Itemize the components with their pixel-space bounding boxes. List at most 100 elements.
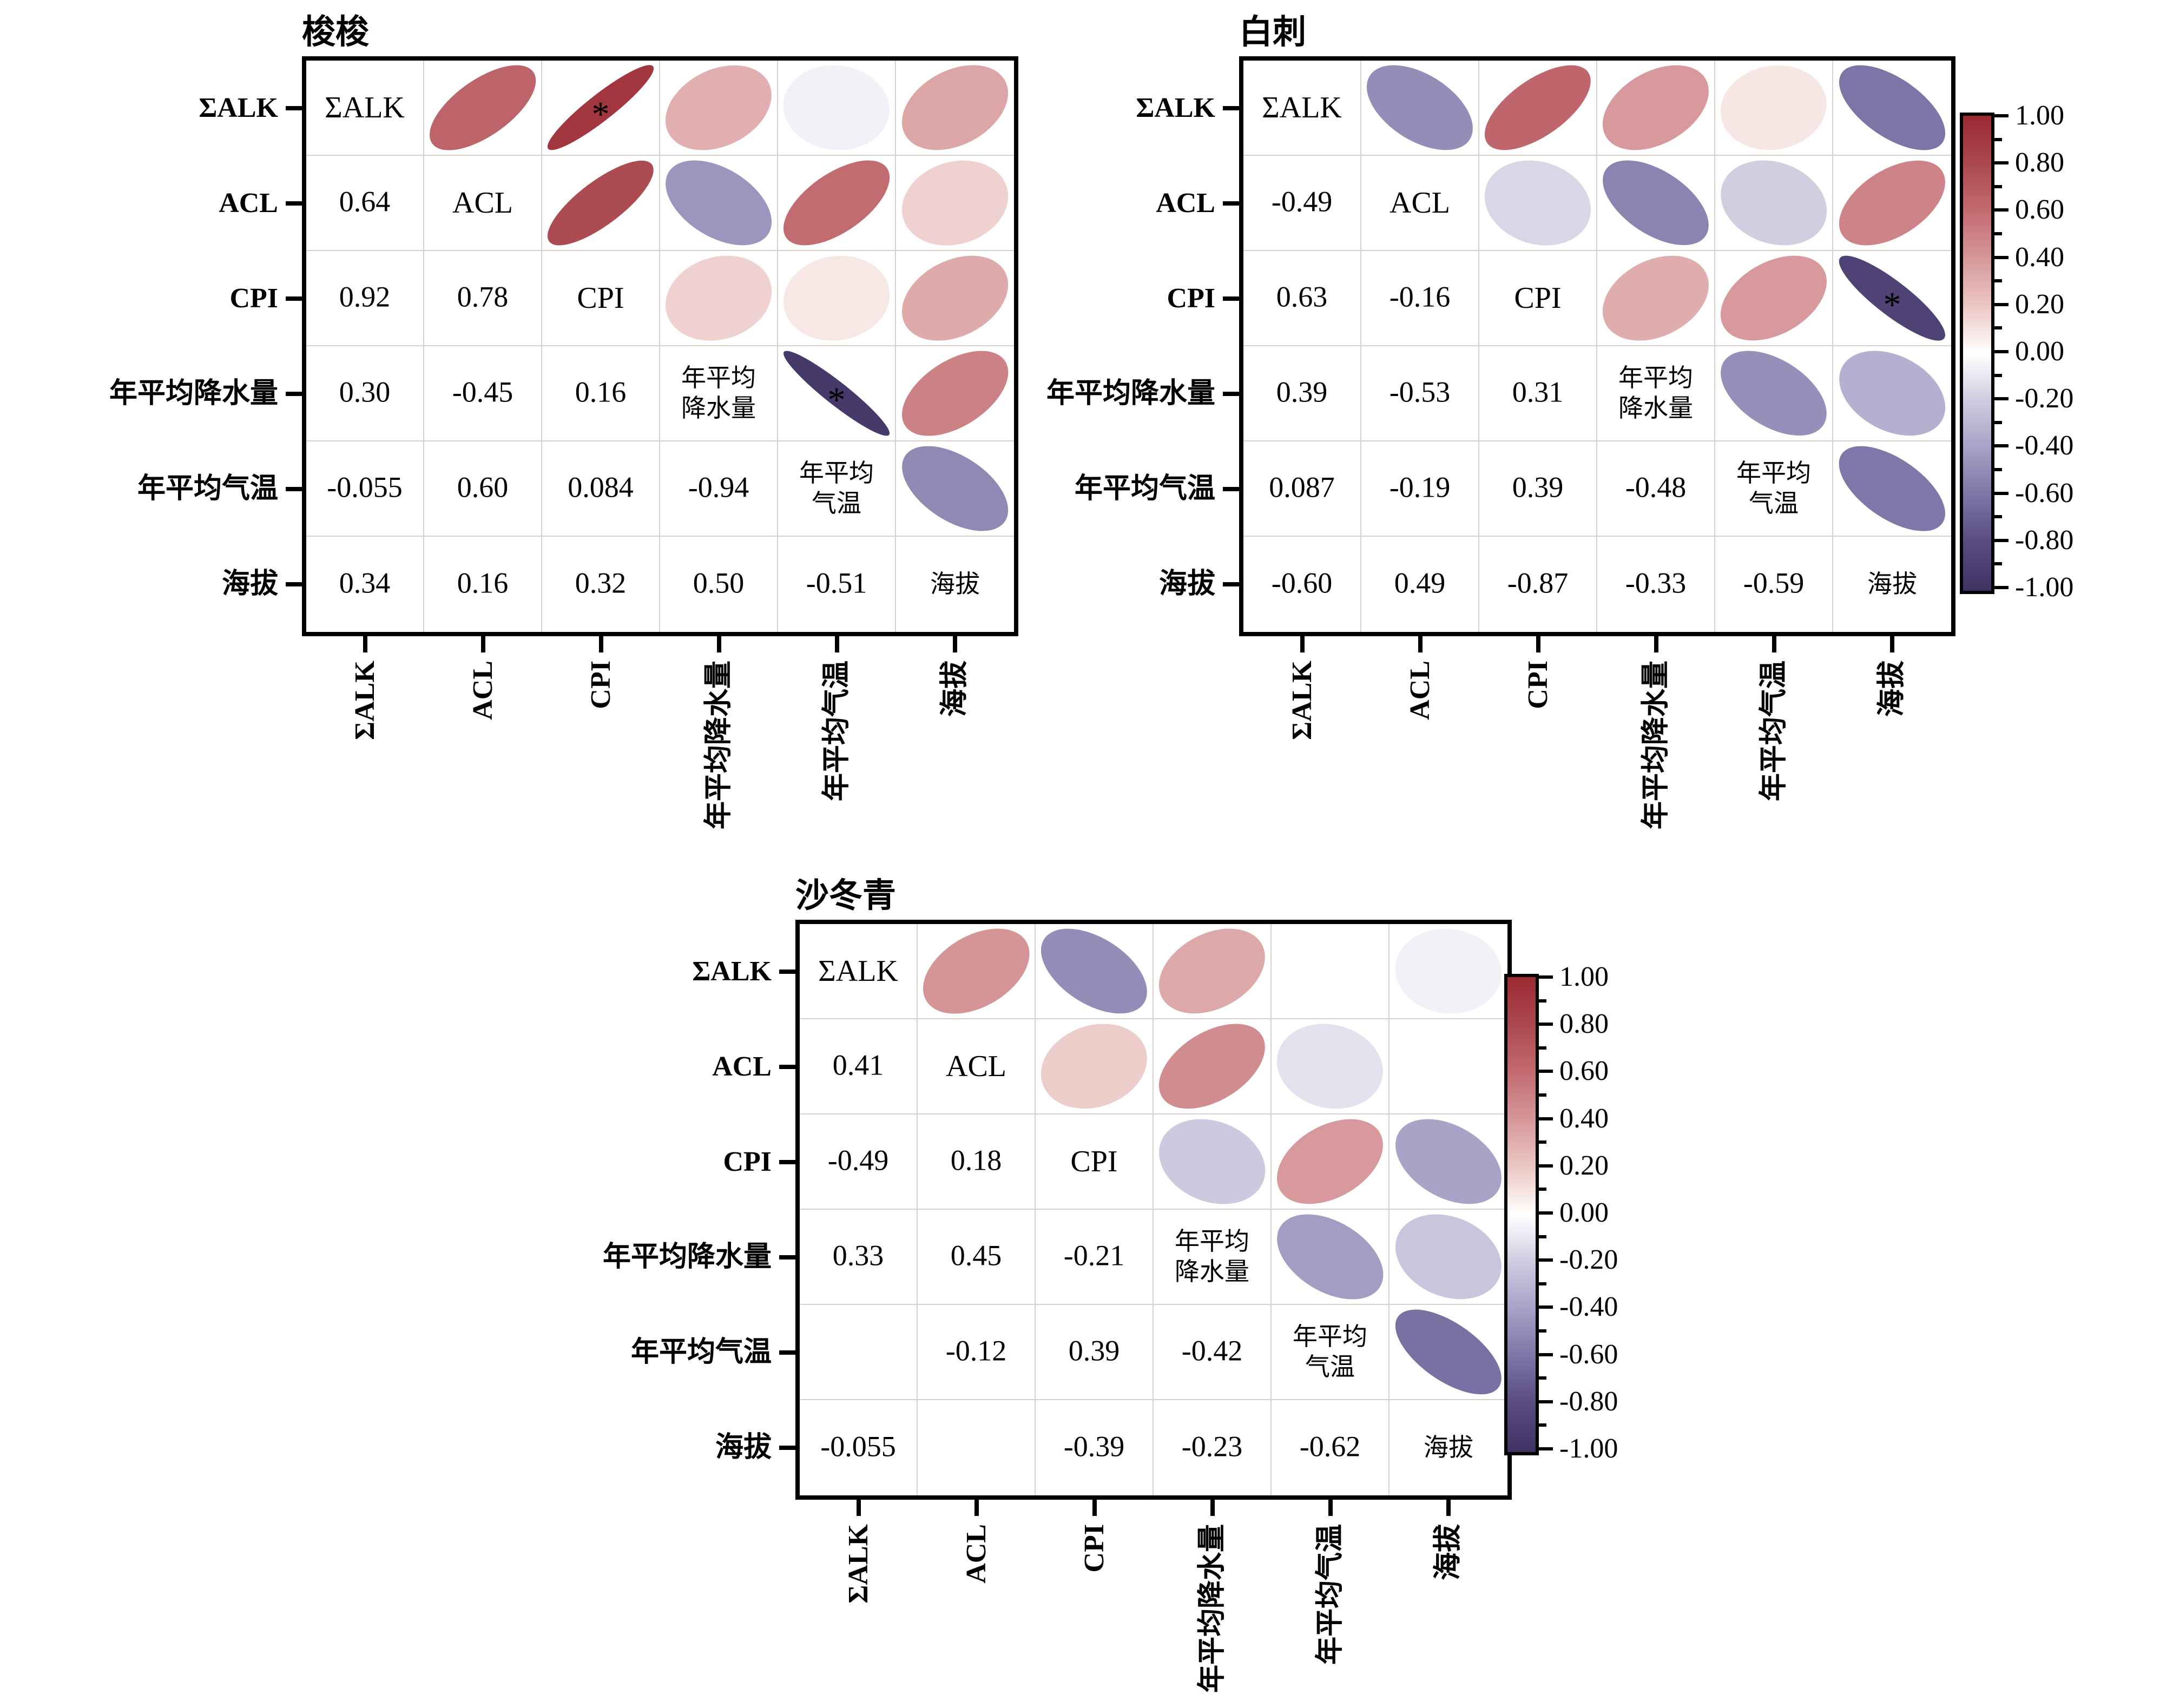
colorbar-tick	[1994, 491, 2009, 495]
correlation-value: 0.084	[568, 471, 634, 504]
correlation-ellipse	[1373, 911, 1524, 1031]
matrix-cell	[1463, 143, 1613, 263]
correlation-ellipse	[1378, 1295, 1519, 1409]
axis-tick	[1210, 1500, 1215, 1516]
matrix: ΣALK * 0.64 ACL 0.92 0.78 CPI 0.30 -0.45 0.16 年平均降…	[302, 48, 1030, 636]
matrix-cell	[643, 238, 794, 358]
axis-tick	[286, 106, 302, 110]
axis-tick	[286, 582, 302, 586]
matrix-cell: 0.64	[306, 156, 424, 251]
colorbar-tick-label: -1.00	[2015, 572, 2074, 603]
correlation-value: -0.23	[1181, 1430, 1243, 1463]
colorbar-tick	[1994, 373, 2002, 377]
matrix-cell	[1582, 239, 1730, 358]
colorbar-tick-label: 0.60	[1559, 1056, 1609, 1087]
matrix-cell: 0.32	[542, 537, 660, 632]
colorbar-tick	[1539, 1423, 1546, 1427]
colorbar-tick	[1994, 326, 2002, 330]
column-label: CPI	[1523, 661, 1553, 709]
column-label: ΣALK	[350, 661, 380, 740]
matrix-cell: 年平均 降水量	[660, 346, 778, 441]
column-label: ACL	[1405, 661, 1436, 720]
matrix-cell: -0.53	[1361, 346, 1479, 441]
column-label: 海拔	[939, 661, 970, 717]
colorbar-tick	[1539, 1140, 1546, 1144]
axis-tick	[286, 392, 302, 396]
matrix-cell	[761, 48, 912, 168]
matrix-cell: *	[538, 57, 663, 158]
correlation-ellipse	[1347, 49, 1493, 166]
matrix-cell: 年平均 气温	[778, 441, 896, 537]
axis-tick	[481, 636, 485, 652]
correlation-value: 0.16	[575, 375, 627, 408]
correlation-value: 0.34	[339, 566, 391, 599]
correlation-value: -0.94	[688, 471, 749, 504]
matrix-cell	[1467, 51, 1609, 164]
correlation-value: -0.49	[827, 1144, 889, 1177]
colorbar-tick	[1539, 1211, 1553, 1215]
row-label: 海拔	[1158, 569, 1215, 599]
correlation-ellipse	[1821, 50, 1964, 165]
colorbar-tick-label: -0.40	[1559, 1291, 1618, 1323]
matrix-cell: 海拔	[1833, 537, 1951, 632]
colorbar-tick	[1539, 1070, 1553, 1073]
row-label: ACL	[1156, 188, 1215, 219]
correlation-ellipse	[1256, 1198, 1404, 1316]
correlation-ellipse	[1701, 335, 1847, 452]
diagonal-label-line: 气温	[1749, 490, 1799, 517]
matrix-cell: -0.23	[1154, 1400, 1272, 1495]
axis-tick	[953, 636, 957, 652]
axis-tick	[779, 970, 795, 974]
matrix-cell	[1137, 1102, 1287, 1222]
correlation-value: 0.92	[339, 280, 391, 313]
matrix-cell	[880, 143, 1030, 263]
colorbar-tick	[1539, 1353, 1553, 1356]
axis-tick	[1223, 201, 1239, 206]
correlation-value: 0.39	[1276, 375, 1328, 408]
correlation-value: 0.31	[1512, 375, 1564, 408]
matrix-cell: 海拔	[1390, 1400, 1507, 1495]
correlation-ellipse	[412, 51, 554, 164]
axis-tick	[1446, 1500, 1451, 1516]
colorbar-tick	[1994, 232, 2002, 235]
colorbar-tick-label: 1.00	[2015, 100, 2064, 131]
colorbar-tick	[1539, 1023, 1553, 1026]
correlation-value: 0.49	[1394, 566, 1446, 599]
matrix-cell	[1700, 239, 1847, 357]
colorbar-tick	[1539, 1046, 1546, 1050]
diagonal-label-line: 年平均	[681, 364, 756, 392]
colorbar-tick	[1539, 1235, 1546, 1238]
correlation-ellipse	[1467, 51, 1609, 164]
diagonal-label: ΣALK	[1243, 91, 1360, 124]
matrix-cell	[1373, 911, 1524, 1031]
matrix-cell	[918, 1400, 1036, 1495]
matrix-cell: -0.19	[1361, 441, 1479, 537]
matrix-cell: -0.51	[778, 537, 896, 632]
matrix-cell: -0.87	[1479, 537, 1597, 632]
correlation-value: 0.30	[339, 375, 391, 408]
diagonal-label-line: 年平均	[1618, 364, 1693, 392]
colorbar-tick	[1539, 975, 1553, 979]
colorbar-tick	[1994, 208, 2009, 212]
colorbar-tick	[1994, 137, 2002, 141]
correlation-value: 0.50	[693, 566, 745, 599]
correlation-value: -0.16	[1389, 280, 1451, 313]
matrix-cell: 0.78	[424, 251, 542, 346]
colorbar-tick	[1994, 586, 2009, 589]
colorbar-tick-label: -0.20	[1559, 1244, 1618, 1276]
matrix-cell	[1272, 924, 1390, 1019]
row-label: 年平均气温	[137, 473, 278, 504]
matrix-cell: -0.94	[660, 441, 778, 537]
matrix-cell: CPI	[1479, 251, 1597, 346]
row-label: ΣALK	[1136, 93, 1215, 123]
colorbar-tick-label: 0.00	[2015, 336, 2064, 367]
matrix-cell	[1821, 431, 1964, 546]
correlation-ellipse	[1019, 1006, 1169, 1126]
correlation-value: 0.41	[832, 1048, 884, 1081]
diagonal-label: 年平均 气温	[778, 458, 895, 519]
matrix-cell: 0.084	[542, 441, 660, 537]
correlation-value: -0.53	[1389, 375, 1451, 408]
row-label: ACL	[219, 188, 278, 219]
row-label: 年平均气温	[1074, 473, 1215, 504]
